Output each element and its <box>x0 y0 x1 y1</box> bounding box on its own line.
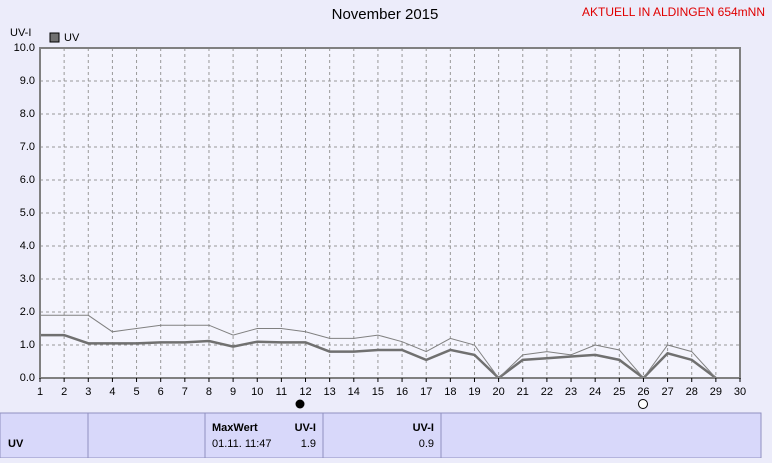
y-tick-label: 8.0 <box>20 108 35 120</box>
marker-new <box>638 399 648 409</box>
x-tick-label: 18 <box>444 386 456 398</box>
x-tick-label: 12 <box>299 386 311 398</box>
x-tick-label: 8 <box>206 386 212 398</box>
table-cell <box>204 412 324 459</box>
x-tick-label: 5 <box>133 386 139 398</box>
max-header: MaxWert <box>212 422 258 434</box>
row-label: UV <box>8 438 24 450</box>
legend-label: UV <box>64 32 80 44</box>
x-tick-label: 6 <box>158 386 164 398</box>
y-tick-label: 3.0 <box>20 273 35 285</box>
x-tick-label: 27 <box>661 386 673 398</box>
mean-value: 0.9 <box>419 438 434 450</box>
y-tick-label: 6.0 <box>20 174 35 186</box>
max-value: 1.9 <box>301 438 316 450</box>
max-time: 01.11. 11:47 <box>212 438 272 450</box>
x-tick-label: 26 <box>637 386 649 398</box>
table-cell <box>440 412 762 459</box>
x-tick-label: 21 <box>517 386 529 398</box>
x-tick-label: 30 <box>734 386 746 398</box>
table-cell <box>87 412 206 459</box>
chart-title: November 2015 <box>332 6 439 23</box>
x-tick-label: 9 <box>230 386 236 398</box>
x-tick-label: 11 <box>276 386 287 398</box>
x-tick-label: 17 <box>420 386 432 398</box>
x-tick-label: 22 <box>541 386 553 398</box>
x-tick-label: 14 <box>348 386 360 398</box>
marker-full <box>295 399 305 409</box>
y-tick-label: 4.0 <box>20 240 35 252</box>
series-line <box>40 333 717 380</box>
x-tick-label: 19 <box>468 386 480 398</box>
x-tick-label: 25 <box>613 386 625 398</box>
x-tick-label: 15 <box>372 386 384 398</box>
x-tick-label: 16 <box>396 386 408 398</box>
summary-table: UV MaxWert UV-I 01.11. 11:47 1.9 UV-I 0.… <box>0 412 762 459</box>
y-tick-label: 7.0 <box>20 141 35 153</box>
series-line <box>40 314 717 379</box>
station-label: AKTUELL IN ALDINGEN 654mNN <box>582 5 765 19</box>
plot-frame <box>39 47 741 379</box>
y-tick-label: 2.0 <box>20 306 35 318</box>
table-cell <box>322 412 442 459</box>
x-tick-label: 24 <box>589 386 601 398</box>
y-tick-label: 10.0 <box>14 42 35 54</box>
max-unit: UV-I <box>295 422 316 434</box>
x-tick-label: 10 <box>251 386 263 398</box>
x-tick-label: 2 <box>61 386 67 398</box>
x-tick-label: 23 <box>565 386 577 398</box>
x-tick-label: 20 <box>492 386 504 398</box>
x-tick-label: 28 <box>686 386 698 398</box>
x-tick-label: 13 <box>324 386 336 398</box>
y-axis-label: UV-I <box>10 27 31 39</box>
x-tick-label: 4 <box>109 386 115 398</box>
table-cell <box>0 412 89 459</box>
y-tick-label: 1.0 <box>20 339 35 351</box>
x-tick-label: 1 <box>37 386 43 398</box>
y-tick-label: 5.0 <box>20 207 35 219</box>
mean-unit: UV-I <box>413 422 434 434</box>
legend-swatch <box>49 32 60 43</box>
x-tick-label: 3 <box>85 386 91 398</box>
x-tick-label: 29 <box>710 386 722 398</box>
x-tick-label: 7 <box>182 386 188 398</box>
y-tick-label: 9.0 <box>20 75 35 87</box>
y-tick-label: 0.0 <box>20 372 35 384</box>
